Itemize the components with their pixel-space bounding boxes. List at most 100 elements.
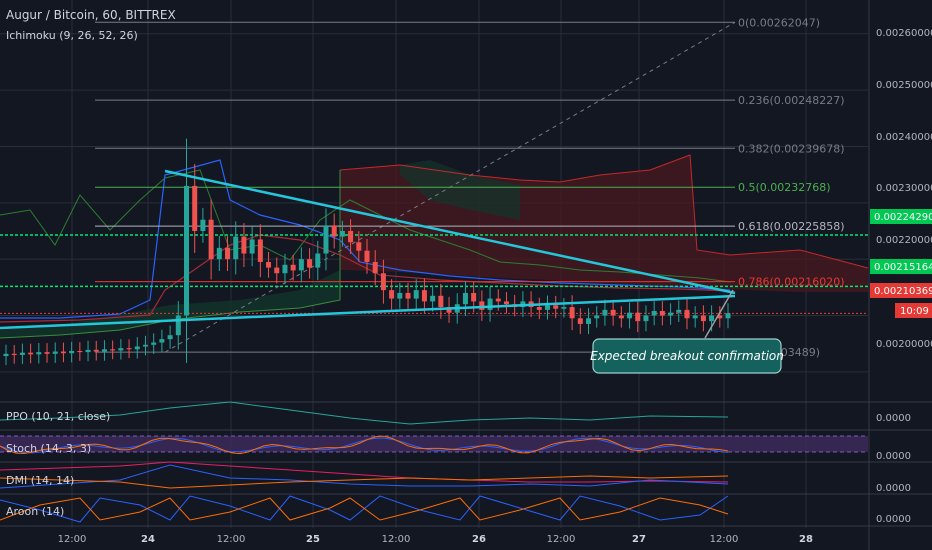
price-label-green-1: 0.00224290 [870,209,932,224]
senkou-a [339,154,869,269]
candle-body [676,309,682,313]
cloud-bullish-2 [400,160,520,220]
stoch-d [0,435,729,455]
stoch-k [0,437,729,454]
indicator-label: Ichimoku (9, 26, 52, 26) [6,29,138,42]
callout-text: Expected breakout confirmation [590,349,784,363]
y-tick-label: 0.00220000 [876,235,932,246]
ppo-label: PPO (10, 21, close) [6,410,110,423]
candle-body [118,348,124,351]
candle-body [290,264,296,271]
candle-body [77,350,83,353]
upper-trendline [164,169,736,295]
fib-level-label: 0.618(0.00225858) [738,220,845,233]
candle-body [307,259,313,268]
annotation-callout[interactable]: Expected breakout confirmation [590,289,784,374]
y-tick-label: 0.00240000 [876,132,932,143]
price-label-last: 0.00210369 [870,283,932,298]
chikou-span [0,169,731,283]
candle-body [110,349,116,351]
y-tick-label: 0.00250000 [876,80,932,91]
fib-level-label: 0(0.00262047) [738,16,820,29]
candle-body [36,352,42,355]
candle-body [421,290,427,302]
candle-body [93,349,99,352]
bar-countdown: 10:09 [895,303,932,318]
y-tick-label: 0.00260000 [876,28,932,39]
candle-body [85,349,91,353]
candle-body [487,298,493,310]
candle-body [561,307,567,309]
x-tick-label: 12:00 [547,534,576,545]
svg-text:0.00215164: 0.00215164 [874,262,932,273]
candle-body [11,353,17,355]
dmi-minus [0,475,729,489]
candle-body [495,298,501,302]
y-tick-label: 0.00230000 [876,183,932,194]
x-axis[interactable]: 12:00 24 12:00 25 12:00 26 12:00 27 12:0… [58,534,813,545]
candle-body [627,312,633,319]
candle-body [503,301,509,305]
candle-body [126,348,132,350]
candle-body [184,185,189,316]
candle-body [175,315,181,336]
candle-body [536,307,542,310]
svg-text:10:09: 10:09 [900,306,929,317]
callout-pointer [704,289,734,339]
svg-text:0.00224290: 0.00224290 [874,212,932,223]
callout-box [592,338,782,374]
candle-body [356,242,362,251]
candle-body [208,219,214,260]
candle-body [462,292,468,305]
symbol-title: Augur / Bitcoin, 60, BITTREX [6,8,176,22]
candle-body [586,318,592,324]
candle-body [569,307,575,319]
dmi-adx [0,461,729,483]
candle-body [216,247,222,260]
candle-body [200,219,206,231]
candle-body [553,305,559,309]
candle-body [159,339,165,343]
x-tick-label: 12:00 [382,534,411,545]
aroon-up [0,495,729,523]
svg-text:0.00210369: 0.00210369 [874,286,932,297]
candle-body [397,292,403,299]
aroon-label: Aroon (14) [6,505,64,518]
candle-body [618,315,624,319]
x-tick-label: 25 [306,534,320,545]
ppo-line [0,401,729,425]
fib-retracement[interactable]: 0(0.00262047) 0.236(0.00248227) 0.382(0.00… [95,16,845,359]
horizontal-levels [0,234,868,314]
candle-body [44,352,50,354]
candle-body [446,307,452,313]
fib-level-label: 0.382(0.00239678) [738,142,845,155]
x-tick-label: 27 [632,534,646,545]
ppo-tick: 0.0000 [876,413,911,424]
y-axis[interactable]: 0.00260000 0.00250000 0.00240000 0.00230… [876,28,932,350]
candle-body [151,342,157,345]
candle-body [372,261,378,274]
candle-body [257,239,263,262]
dmi-plus [0,464,729,489]
candle-body [233,236,239,260]
candle-body [101,349,107,352]
senkou-b [0,170,341,339]
candle-body [282,264,288,274]
x-tick-label: 12:00 [58,534,87,545]
aroon-down [0,497,729,521]
candle-body [225,247,231,260]
candle-body [60,351,66,354]
candle-body [364,250,370,262]
candle-body [298,259,304,271]
x-tick-label: 28 [799,534,813,545]
candle-body [69,350,75,354]
candle-body [692,315,698,319]
candle-body [643,315,649,322]
x-tick-label: 12:00 [217,534,246,545]
candle-body [635,312,641,322]
candle-body [471,292,477,302]
tenkan-sen [0,159,731,319]
candle-body [52,351,58,354]
triangle-trendlines[interactable] [0,169,736,330]
